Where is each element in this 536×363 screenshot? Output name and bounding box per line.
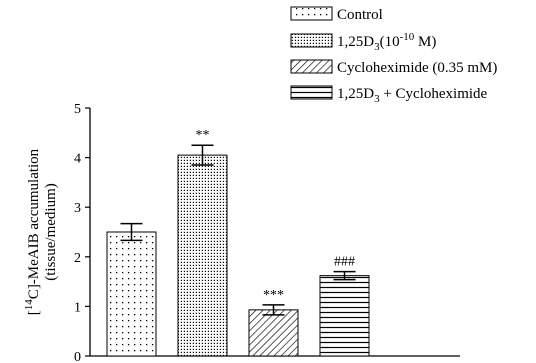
y-tick-label-2: 2 [74, 251, 81, 266]
bar-3 [319, 275, 370, 357]
legend-swatch-combined [290, 85, 333, 100]
bar-0 [106, 231, 157, 357]
y-axis-label-line1: [14C]-MeAIB accumulation [23, 148, 42, 315]
legend: Control 1,25D3(10-10 M) Cycloheximide (0… [290, 6, 497, 105]
legend-label-cycloheximide: Cycloheximide (0.35 mM) [337, 60, 497, 76]
significance-label-1: ** [196, 128, 210, 143]
significance-label-2: *** [263, 288, 284, 303]
legend-swatch-control [290, 6, 333, 21]
legend-item-cycloheximide: Cycloheximide (0.35 mM) [290, 59, 497, 76]
bar-1 [177, 154, 228, 357]
y-tick-label-0: 0 [74, 350, 81, 363]
error-bar-1 [191, 144, 214, 166]
bars: *****### [106, 128, 370, 357]
bar-2 [248, 309, 299, 357]
legend-item-125d3: 1,25D3(10-10 M) [290, 31, 436, 53]
error-bar-3 [333, 270, 356, 281]
error-bar-0 [120, 222, 143, 242]
legend-item-control: Control [290, 6, 383, 23]
legend-label-control: Control [337, 7, 383, 23]
y-tick-label-1: 1 [74, 300, 81, 315]
significance-label-3: ### [334, 255, 355, 270]
y-tick-label-4: 4 [74, 152, 81, 167]
legend-label-125d3: 1,25D3(10-10 M) [337, 31, 436, 53]
legend-item-combined: 1,25D3 + Cycloheximide [290, 85, 488, 105]
legend-label-combined: 1,25D3 + Cycloheximide [337, 86, 488, 105]
y-tick-label-5: 5 [74, 102, 81, 117]
y-axis-label-line2: (tissue/medium) [43, 183, 59, 281]
legend-swatch-cycloheximide [290, 59, 333, 74]
y-axis-label: [14C]-MeAIB accumulation (tissue/medium) [23, 148, 59, 315]
y-ticks: 0 1 2 3 4 5 [74, 102, 90, 363]
error-bar-2 [262, 304, 285, 316]
y-tick-label-3: 3 [74, 201, 81, 216]
legend-swatch-125d3 [290, 33, 333, 48]
